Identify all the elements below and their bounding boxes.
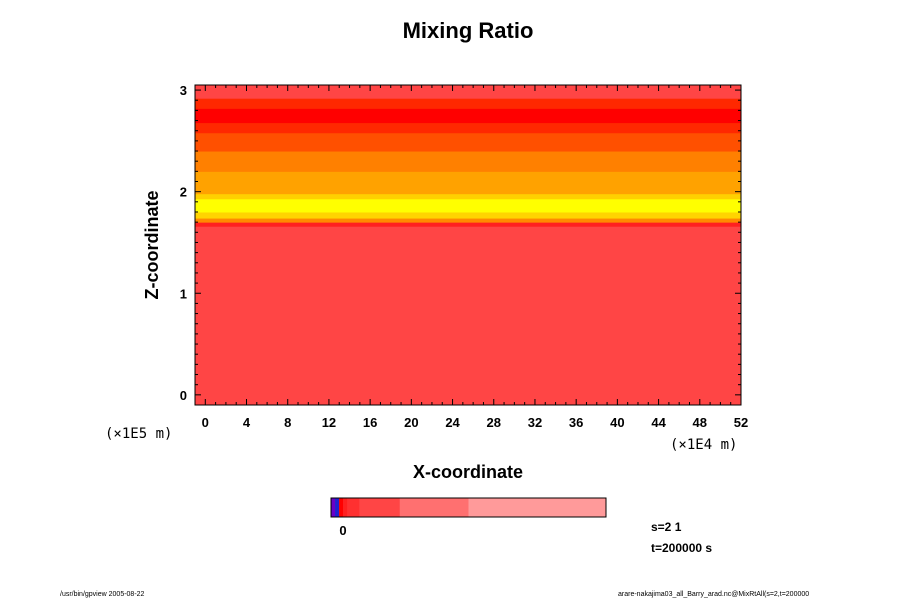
colorbar-segment-2	[339, 498, 344, 517]
contour-band-9	[195, 122, 741, 134]
contour-band-0	[195, 226, 741, 406]
contour-band-6	[195, 171, 741, 195]
x-tick-label-20: 20	[404, 415, 418, 430]
contour-band-1	[195, 222, 741, 227]
colorbar-segment-6	[399, 498, 469, 517]
contour-band-11	[195, 98, 741, 109]
y-scale-label: (×1E5 m)	[105, 426, 172, 442]
x-tick-label-44: 44	[651, 415, 666, 430]
colorbar-segment-3	[343, 498, 348, 517]
contour-band-10	[195, 108, 741, 124]
contour-band-5	[195, 193, 741, 200]
colorbar-label: 0	[339, 523, 346, 538]
colorbar-segment-7	[468, 498, 607, 517]
colorbar-segment-0	[331, 498, 336, 517]
colorbar	[331, 498, 607, 517]
x-tick-label-52: 52	[734, 415, 748, 430]
y-tick-label-0: 0	[180, 388, 187, 403]
contour-band-3	[195, 211, 741, 219]
x-tick-label-48: 48	[693, 415, 707, 430]
y-tick-label-3: 3	[180, 83, 187, 98]
x-tick-label-0: 0	[202, 415, 209, 430]
colorbar-segment-4	[347, 498, 360, 517]
contour-bands	[195, 85, 741, 406]
x-tick-label-12: 12	[322, 415, 336, 430]
x-tick-label-8: 8	[284, 415, 291, 430]
axis-ticks	[194, 85, 742, 405]
footer-right: arare-nakajima03_all_Barry_arad.nc@MixRt…	[618, 591, 809, 598]
y-axis-label: Z-coordinate	[142, 190, 162, 299]
x-tick-label-36: 36	[569, 415, 583, 430]
y-tick-label-1: 1	[180, 286, 187, 301]
footer-left: /usr/bin/gpview 2005-08-22	[60, 591, 145, 598]
y-tick-label-2: 2	[180, 185, 187, 200]
chart-title: Mixing Ratio	[403, 18, 534, 43]
x-tick-label-24: 24	[445, 415, 460, 430]
colorbar-segment-5	[359, 498, 401, 517]
colorbar-frame	[330, 497, 607, 518]
x-tick-label-16: 16	[363, 415, 377, 430]
contour-band-7	[195, 151, 741, 172]
x-tick-label-32: 32	[528, 415, 542, 430]
info-t: t=200000 s	[651, 541, 712, 555]
x-scale-label: (×1E4 m)	[670, 437, 737, 453]
colorbar-segment-1	[335, 498, 340, 517]
contour-band-4	[195, 198, 741, 213]
contour-band-8	[195, 132, 741, 152]
info-s: s=2 1	[651, 520, 682, 534]
x-tick-label-4: 4	[243, 415, 251, 430]
contour-band-12	[195, 85, 741, 99]
x-axis-label: X-coordinate	[413, 462, 523, 482]
x-tick-label-28: 28	[487, 415, 501, 430]
contour-band-2	[195, 218, 741, 223]
x-tick-labels: 0 4 8 12 16 20 24 28 32 36 40 44 48 52	[202, 415, 749, 430]
plot-frame	[194, 84, 742, 406]
y-tick-labels: 0 1 2 3	[180, 83, 187, 403]
x-tick-label-40: 40	[610, 415, 624, 430]
